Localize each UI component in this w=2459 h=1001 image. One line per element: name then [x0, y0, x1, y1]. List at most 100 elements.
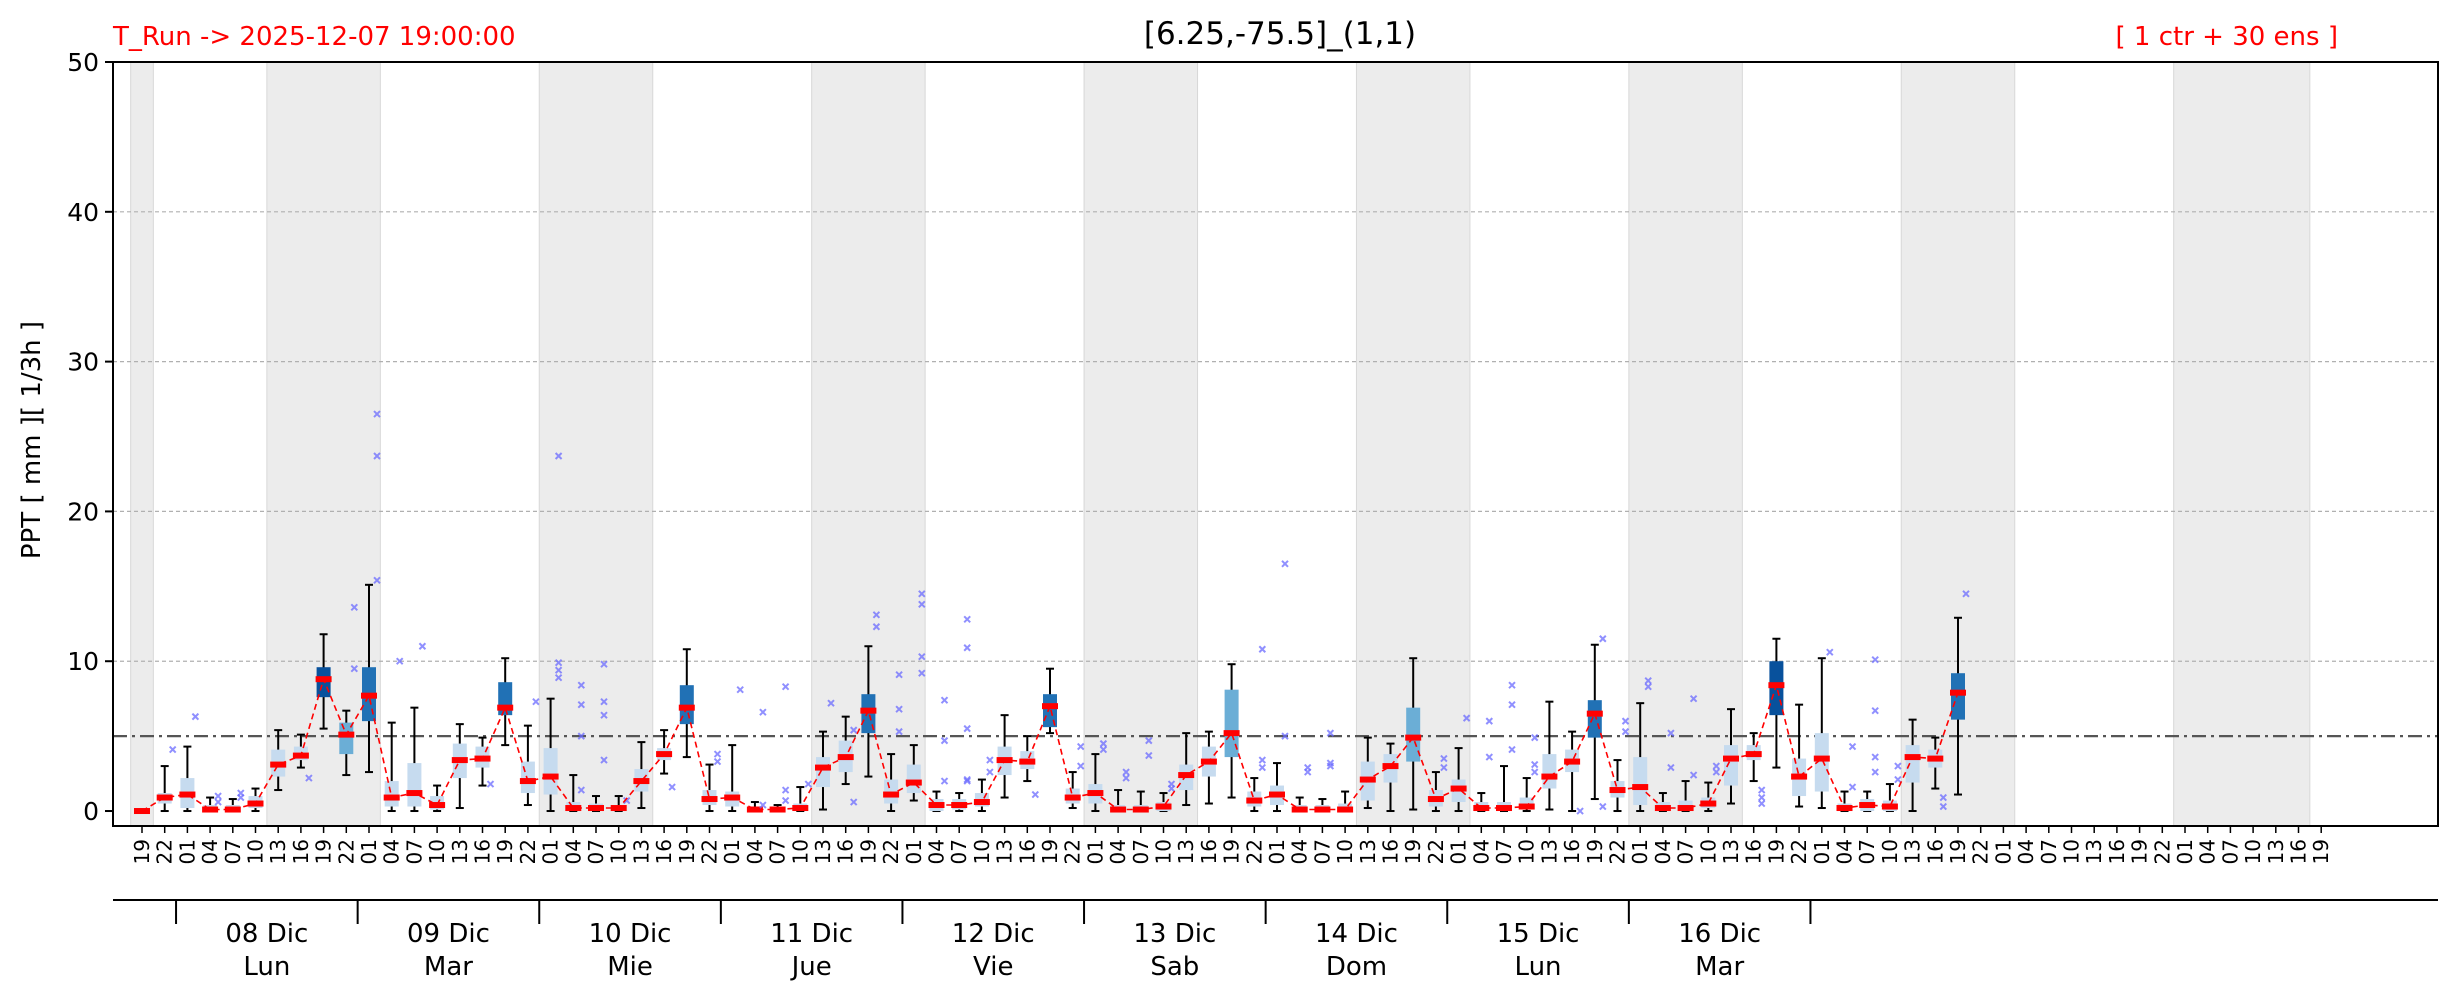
outlier-point	[237, 793, 245, 802]
x-hour-label: 16	[1560, 839, 1584, 864]
x-hour-label: 16	[2287, 839, 2311, 864]
median-marker	[542, 773, 559, 780]
run-label: T_Run -> 2025-12-07 19:00:00	[112, 22, 516, 52]
outlier-point	[668, 783, 676, 791]
outlier-point	[827, 699, 835, 707]
grid-lines	[113, 211, 2438, 662]
outlier-point	[1145, 736, 1153, 745]
box-16	[497, 657, 514, 747]
outlier-point	[554, 659, 563, 667]
x-hour-label: 01	[175, 839, 199, 864]
x-hour-label: 22	[153, 839, 177, 864]
x-hour-label: 19	[2128, 839, 2152, 864]
outlier-point	[963, 724, 971, 733]
box-4	[224, 789, 245, 813]
box-26	[724, 685, 744, 813]
x-axis-hours: 1922010407101316192201040710131619220104…	[130, 826, 2333, 864]
box-76	[1859, 656, 1879, 813]
night-shade-band	[1628, 62, 1743, 826]
outlier-point	[1281, 560, 1289, 568]
outlier-point	[918, 653, 926, 661]
median-marker	[815, 764, 831, 771]
outlier-point	[577, 681, 586, 689]
median-marker	[270, 761, 287, 768]
x-hour-label: 10	[2241, 839, 2265, 864]
outlier-point	[554, 452, 563, 460]
x-hour-label: 13	[811, 839, 835, 864]
outlier-point	[986, 756, 994, 764]
x-hour-label: 01	[1991, 839, 2015, 864]
outlier-point	[350, 603, 359, 611]
x-hour-label: 13	[629, 839, 653, 864]
median-marker	[224, 806, 241, 813]
outlier-point	[1939, 793, 1948, 802]
outlier-point	[1462, 714, 1471, 722]
x-hour-label: 04	[380, 839, 404, 864]
outlier-point	[1508, 681, 1516, 689]
outlier-point	[600, 756, 608, 764]
x-hour-label: 19	[1764, 839, 1788, 864]
y-tick-label: 40	[67, 198, 99, 227]
x-hour-label: 07	[1492, 839, 1516, 864]
outlier-point	[736, 685, 744, 694]
box-52	[1314, 729, 1335, 813]
x-hour-label: 04	[2014, 839, 2038, 864]
outlier-point	[781, 682, 790, 691]
outlier-point	[895, 727, 903, 736]
night-shade-band	[2173, 62, 2310, 826]
outlier-point	[1508, 700, 1516, 709]
outlier-point	[1576, 807, 1584, 815]
median-marker	[1950, 689, 1966, 696]
day-date-label: 14 Dic	[1315, 919, 1398, 949]
median-marker	[179, 791, 196, 798]
outlier-point	[1122, 768, 1130, 776]
median-marker	[1791, 773, 1808, 780]
box-63	[1564, 730, 1584, 815]
x-hour-label: 10	[970, 839, 994, 864]
x-hour-label: 04	[561, 839, 585, 864]
box-39	[1019, 735, 1040, 799]
outlier-point	[1757, 799, 1766, 808]
x-hour-label: 10	[1696, 839, 1720, 864]
box-1	[156, 745, 177, 813]
box-71	[1745, 732, 1766, 808]
box-25	[701, 750, 722, 813]
median-marker	[1677, 805, 1694, 812]
x-hour-label: 13	[993, 839, 1017, 864]
outlier-point	[191, 712, 200, 721]
box-28	[769, 682, 790, 813]
outlier-point	[486, 780, 495, 788]
outlier-point	[940, 736, 949, 745]
outlier-point	[1485, 717, 1494, 725]
x-hour-label: 19	[856, 839, 880, 864]
median-marker	[701, 796, 718, 803]
x-hour-label: 22	[698, 839, 722, 864]
day-weekday-label: Lun	[243, 952, 290, 982]
y-tick-label: 0	[83, 797, 99, 826]
outlier-point	[1848, 742, 1857, 751]
day-date-label: 13 Dic	[1133, 919, 1216, 949]
median-marker	[1042, 703, 1058, 710]
outlier-point	[1689, 771, 1698, 779]
box-5	[247, 787, 264, 813]
median-marker	[1382, 763, 1399, 770]
box-body	[1224, 689, 1239, 758]
x-hour-label: 07	[947, 839, 971, 864]
outlier-point	[1894, 762, 1902, 770]
median-marker	[361, 692, 377, 699]
x-hour-label: 16	[834, 839, 858, 864]
outlier-point	[713, 750, 722, 758]
box-body	[339, 722, 354, 755]
box-series	[134, 410, 1970, 815]
day-date-label: 08 Dic	[225, 919, 308, 949]
box-59	[1473, 717, 1494, 813]
box-50	[1269, 560, 1289, 813]
outlier-point	[1962, 590, 1970, 598]
x-hour-label: 07	[584, 839, 608, 864]
outlier-point	[1530, 760, 1539, 769]
x-hour-label: 19	[493, 839, 517, 864]
x-hour-label: 07	[1310, 839, 1334, 864]
day-weekday-label: Mar	[424, 952, 473, 982]
x-hour-label: 07	[766, 839, 790, 864]
x-hour-label: 16	[1015, 839, 1039, 864]
